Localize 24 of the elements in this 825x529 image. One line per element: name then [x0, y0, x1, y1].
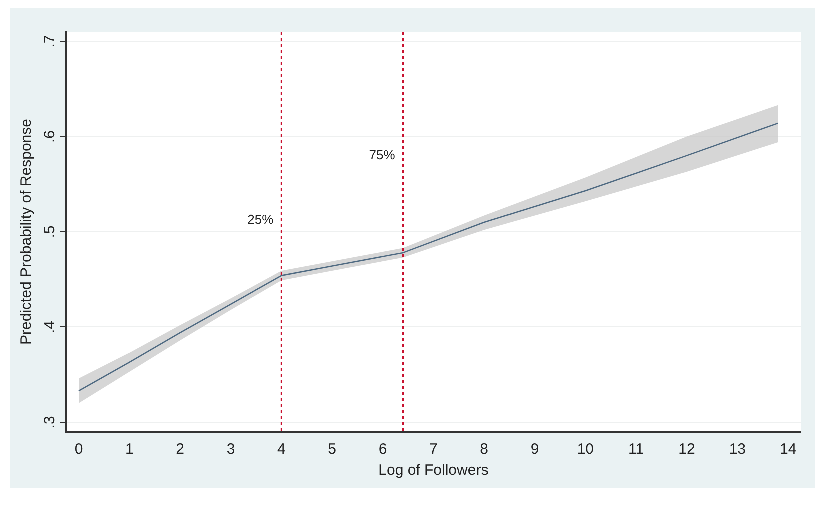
x-tick-label: 14 [780, 441, 797, 458]
x-tick-label: 12 [678, 441, 696, 458]
annotation: 25% [248, 212, 274, 228]
y-tick-label: .3 [41, 416, 58, 429]
x-axis-title: Log of Followers [378, 462, 489, 480]
x-tick-label: 7 [429, 441, 438, 458]
y-tick-label: .6 [41, 130, 58, 144]
x-tick-label: 11 [628, 441, 644, 458]
y-tick-label: .7 [41, 35, 58, 48]
y-axis-title: Predicted Probability of Response [18, 119, 36, 345]
x-tick-label: 6 [378, 441, 388, 458]
x-tick-label: 4 [277, 441, 286, 458]
annotation: 75% [369, 147, 396, 162]
y-tick-label: .4 [41, 320, 58, 334]
x-tick-label: 8 [480, 441, 489, 458]
y-tick-label: .5 [41, 226, 58, 238]
x-tick-label: 13 [729, 441, 746, 458]
x-tick-label: 10 [577, 441, 594, 458]
x-tick-label: 9 [530, 441, 540, 458]
x-tick-label: 3 [226, 441, 236, 458]
x-tick-label: 1 [125, 441, 134, 458]
x-tick-label: 5 [328, 441, 337, 458]
x-tick-label: 0 [74, 441, 84, 458]
x-tick-label: 2 [176, 441, 185, 458]
